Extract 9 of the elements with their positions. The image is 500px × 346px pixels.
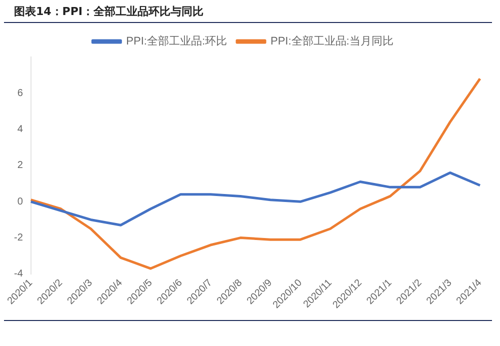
- chart-title: 图表14：PPI：全部工业品环比与同比: [14, 4, 204, 19]
- y-tick-label: -4: [14, 268, 24, 280]
- y-tick-label: 4: [17, 124, 24, 136]
- y-tick-label: 2: [17, 160, 24, 172]
- legend-label: PPI:全部工业品:环比: [126, 34, 227, 48]
- y-tick-label: 6: [17, 88, 24, 99]
- y-tick-label: -2: [14, 232, 24, 244]
- y-tick-label: 0: [17, 196, 24, 208]
- legend-label: PPI:全部工业品:当月同比: [270, 34, 394, 48]
